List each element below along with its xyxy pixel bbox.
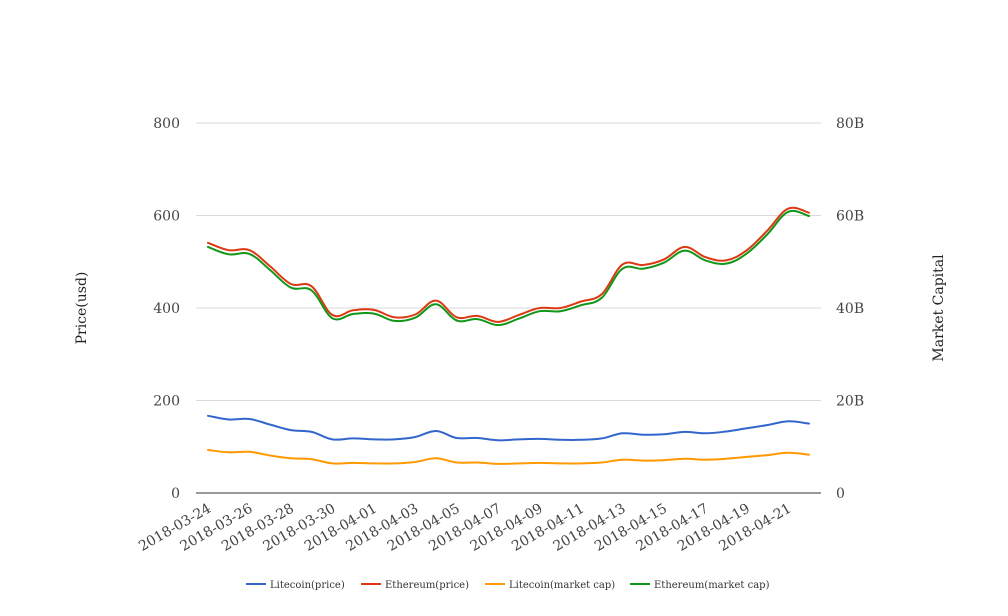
series-line-litecoin-price [207, 414, 810, 442]
y-tick-label: 200 [153, 394, 180, 410]
y2-tick-label: 40B [836, 301, 864, 317]
legend: Litecoin(price) Ethereum(price) Litecoin(m… [246, 580, 770, 591]
y-tick-label: 600 [153, 209, 180, 225]
series-line-litecoin-market-cap [207, 449, 810, 465]
y-tick-label: 0 [171, 486, 180, 502]
series-line-ethereum-market-cap [207, 209, 810, 327]
y2-axis-title: Market Capital [931, 254, 947, 362]
y-tick-label: 400 [153, 301, 180, 317]
gridlines [196, 122, 821, 401]
legend-label: Litecoin(price) [270, 580, 345, 591]
legend-label: Litecoin(market cap) [509, 580, 615, 591]
legend-label: Ethereum(price) [385, 580, 469, 591]
series-line-ethereum-price [207, 206, 810, 323]
y2-tick-label: 80B [836, 116, 864, 132]
series-lines [207, 206, 810, 465]
y-axis-title: Price(usd) [74, 272, 90, 345]
x-axis-ticks: 2018-03-242018-03-262018-03-282018-03-30… [136, 501, 794, 555]
left-axis-ticks: 0 200 400 600 800 [153, 116, 180, 502]
y-tick-label: 800 [153, 116, 180, 132]
y2-tick-label: 20B [836, 394, 864, 410]
legend-label: Ethereum(market cap) [654, 580, 770, 591]
y2-tick-label: 60B [836, 209, 864, 225]
right-axis-ticks: 0 20B 40B 60B 80B [836, 116, 864, 502]
y2-tick-label: 0 [836, 486, 845, 502]
